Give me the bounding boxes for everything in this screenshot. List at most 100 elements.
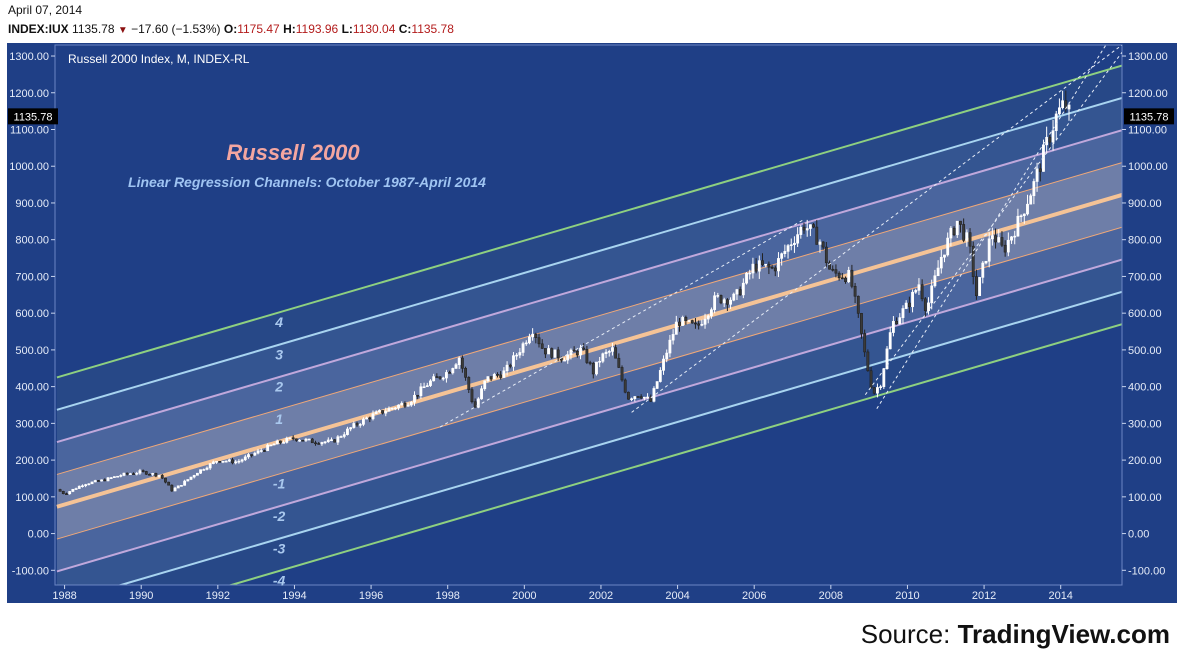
band-label-3: 3	[275, 346, 283, 362]
candle-body	[310, 438, 314, 444]
candle-body	[122, 472, 126, 476]
candle-body	[234, 461, 238, 464]
candle-body	[821, 241, 825, 248]
candle-body	[384, 411, 388, 414]
candle-body	[777, 258, 780, 272]
candle-body	[981, 262, 985, 278]
candle-body	[381, 410, 384, 414]
candle-body	[732, 293, 736, 301]
candle-body	[448, 372, 452, 374]
candle-body	[869, 370, 873, 389]
candle-body	[611, 347, 614, 352]
candle-body	[138, 470, 142, 474]
candle-body	[211, 461, 215, 464]
candle-body	[480, 388, 483, 400]
candle-body	[307, 438, 311, 441]
candle-body	[623, 379, 627, 393]
candle-body	[361, 418, 365, 425]
plot-border	[54, 44, 1123, 586]
y-tick-label-right: 400.00	[1128, 382, 1162, 394]
candle-body	[907, 302, 911, 308]
candle-body	[247, 454, 250, 458]
candle-body	[195, 472, 199, 476]
candle-body	[173, 487, 177, 492]
candle-body	[658, 370, 662, 382]
candle-body	[1048, 136, 1052, 143]
candle-body	[304, 438, 308, 441]
candle-body	[930, 285, 934, 304]
chart-subtitle: Linear Regression Channels: October 1987…	[128, 174, 486, 190]
candle-body	[352, 423, 356, 428]
candle-body	[186, 479, 190, 482]
candle-body	[847, 269, 851, 282]
candle-body	[786, 245, 790, 252]
candle-body	[882, 368, 886, 387]
candle-body	[997, 237, 1001, 243]
low-value: 1130.04	[352, 22, 396, 36]
candle-body	[799, 226, 803, 235]
candle-body	[968, 232, 972, 247]
candle-body	[285, 438, 289, 443]
candle-body	[125, 472, 129, 475]
candle-body	[780, 253, 784, 259]
candle-body	[269, 444, 273, 447]
candle-body	[100, 479, 104, 482]
regression-midline	[56, 192, 1122, 509]
candle-body	[84, 484, 88, 487]
candle-body	[895, 320, 899, 325]
candle-body	[547, 348, 551, 355]
candle-body	[154, 473, 158, 477]
candle-body	[422, 386, 426, 389]
channel-line-4	[56, 64, 1122, 379]
candle-body	[221, 461, 225, 463]
candle-body	[808, 224, 812, 229]
candle-body	[409, 401, 413, 406]
channel-line--2	[56, 258, 1122, 573]
candle-body	[330, 439, 333, 441]
candle-body	[713, 295, 717, 310]
candle-body	[824, 246, 828, 264]
y-tick-label-left: -100.00	[12, 565, 49, 577]
candle-body	[990, 235, 994, 240]
regression-bands	[56, 64, 1122, 585]
candle-body	[377, 410, 381, 413]
candle-body	[853, 285, 857, 297]
candle-body	[180, 485, 183, 487]
candle-body	[218, 461, 222, 463]
candle-body	[863, 333, 867, 353]
x-tick-label: 2004	[665, 590, 689, 602]
x-tick-label: 2012	[972, 590, 996, 602]
candle-body	[796, 234, 800, 244]
candle-body	[588, 362, 592, 364]
candle-body	[879, 386, 883, 388]
candle-body	[553, 349, 557, 358]
candle-body	[751, 263, 755, 274]
band-label--2: -2	[273, 508, 286, 524]
candle-body	[987, 238, 991, 262]
candle-body	[349, 427, 353, 430]
candle-body	[955, 220, 959, 236]
candle-body	[202, 469, 206, 471]
low-label: L:	[341, 22, 353, 36]
source-credit: Source: TradingView.com	[861, 619, 1170, 650]
candle-body	[582, 347, 586, 350]
candle-body	[524, 342, 528, 345]
candle-body	[639, 396, 643, 399]
candle-body	[416, 394, 420, 397]
candle-body	[540, 343, 544, 349]
candle-body	[489, 376, 493, 380]
candle-body	[994, 235, 997, 243]
candle-body	[818, 241, 822, 245]
candle-body	[783, 251, 787, 254]
candle-body	[668, 339, 672, 354]
candle-body	[959, 220, 962, 225]
candle-body	[320, 442, 324, 445]
candle-body	[275, 440, 279, 445]
candle-body	[898, 317, 902, 325]
candle-body	[888, 332, 892, 350]
candle-body	[314, 442, 317, 445]
candle-body	[936, 267, 940, 277]
candle-body	[671, 334, 675, 341]
candle-body	[812, 224, 816, 228]
